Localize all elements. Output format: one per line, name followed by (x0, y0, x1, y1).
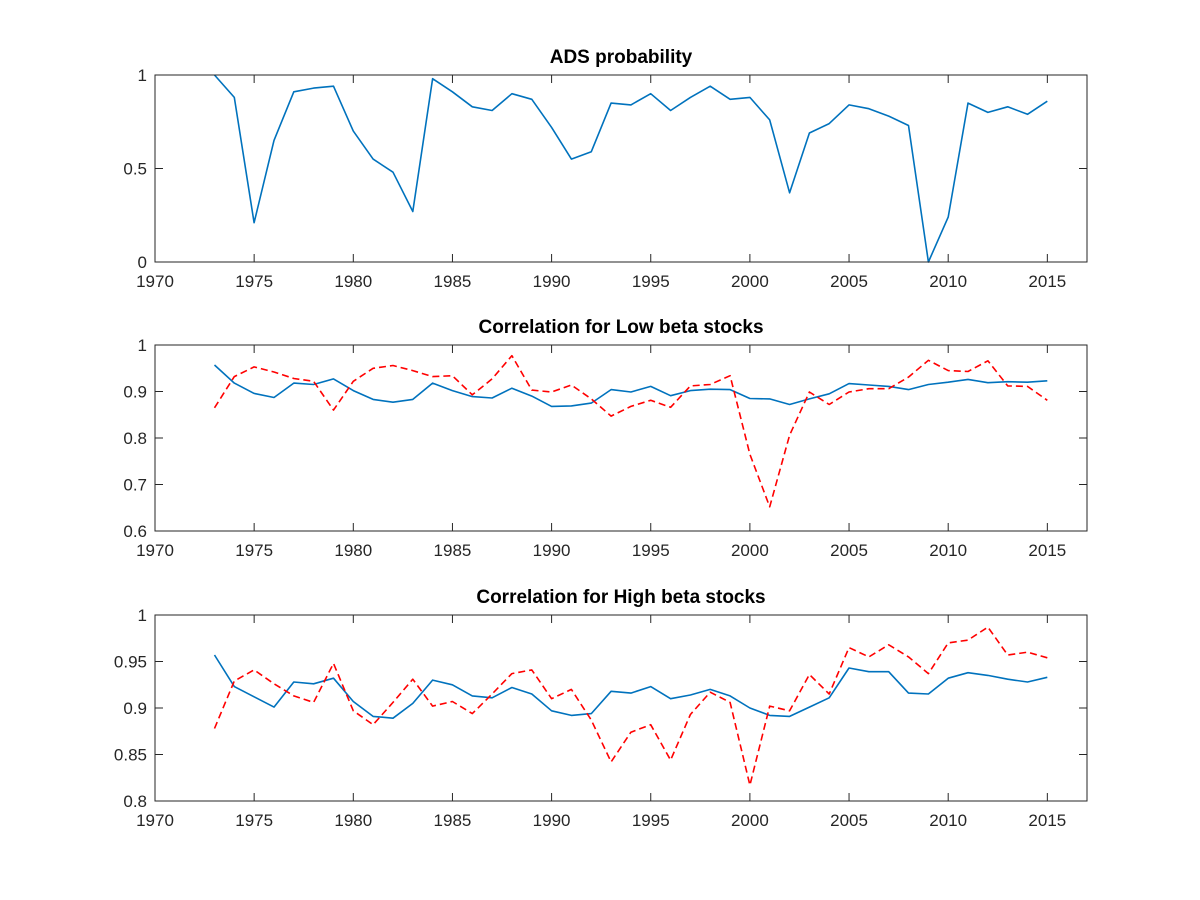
y-tick-label: 0 (138, 253, 147, 272)
chart-title: Correlation for High beta stocks (476, 587, 765, 608)
x-tick-label: 1990 (533, 811, 571, 830)
x-tick-label: 1980 (334, 272, 372, 291)
x-tick-label: 2010 (929, 541, 967, 560)
y-tick-label: 0.7 (123, 476, 147, 495)
y-tick-label: 1 (138, 606, 147, 625)
y-tick-label: 0.5 (123, 160, 147, 179)
plot-area (155, 75, 1087, 262)
y-tick-label: 0.9 (123, 383, 147, 402)
x-tick-label: 2005 (830, 811, 868, 830)
plot-area (155, 615, 1087, 801)
y-tick-label: 0.8 (123, 792, 147, 811)
y-tick-label: 0.85 (114, 746, 147, 765)
y-tick-label: 1 (138, 336, 147, 355)
x-tick-label: 1985 (434, 541, 472, 560)
x-tick-label: 1995 (632, 811, 670, 830)
x-tick-label: 1970 (136, 272, 174, 291)
x-tick-label: 2015 (1028, 541, 1066, 560)
x-tick-label: 2000 (731, 541, 769, 560)
x-tick-label: 2000 (731, 272, 769, 291)
x-tick-label: 1990 (533, 272, 571, 291)
x-tick-label: 1980 (334, 811, 372, 830)
x-tick-label: 1995 (632, 541, 670, 560)
x-tick-label: 2015 (1028, 811, 1066, 830)
y-tick-label: 0.95 (114, 653, 147, 672)
y-tick-label: 1 (138, 66, 147, 85)
x-tick-label: 2010 (929, 811, 967, 830)
chart-panel-3: Correlation for High beta stocks 1970 1975… (114, 587, 1087, 830)
x-tick-label: 1985 (434, 272, 472, 291)
x-tick-label: 2005 (830, 541, 868, 560)
x-tick-label: 1975 (235, 811, 273, 830)
x-tick-label: 1990 (533, 541, 571, 560)
x-tick-label: 1970 (136, 811, 174, 830)
chart-title: ADS probability (550, 47, 693, 68)
x-tick-label: 2010 (929, 272, 967, 291)
y-tick-label: 0.6 (123, 522, 147, 541)
x-tick-label: 2015 (1028, 272, 1066, 291)
chart-panel-1: ADS probability 1970 1975 1980 1985 1990 1995 2… (123, 47, 1087, 291)
x-tick-label: 1995 (632, 272, 670, 291)
x-tick-label: 2000 (731, 811, 769, 830)
x-tick-label: 1980 (334, 541, 372, 560)
chart-panel-2: Correlation for Low beta stocks 1970 1975 1… (123, 317, 1087, 560)
y-tick-label: 0.9 (123, 699, 147, 718)
x-tick-label: 2005 (830, 272, 868, 291)
x-tick-label: 1975 (235, 541, 273, 560)
plot-area (155, 345, 1087, 531)
x-tick-label: 1985 (434, 811, 472, 830)
y-tick-label: 0.8 (123, 429, 147, 448)
x-tick-label: 1970 (136, 541, 174, 560)
chart-title: Correlation for Low beta stocks (478, 317, 763, 338)
x-tick-label: 1975 (235, 272, 273, 291)
